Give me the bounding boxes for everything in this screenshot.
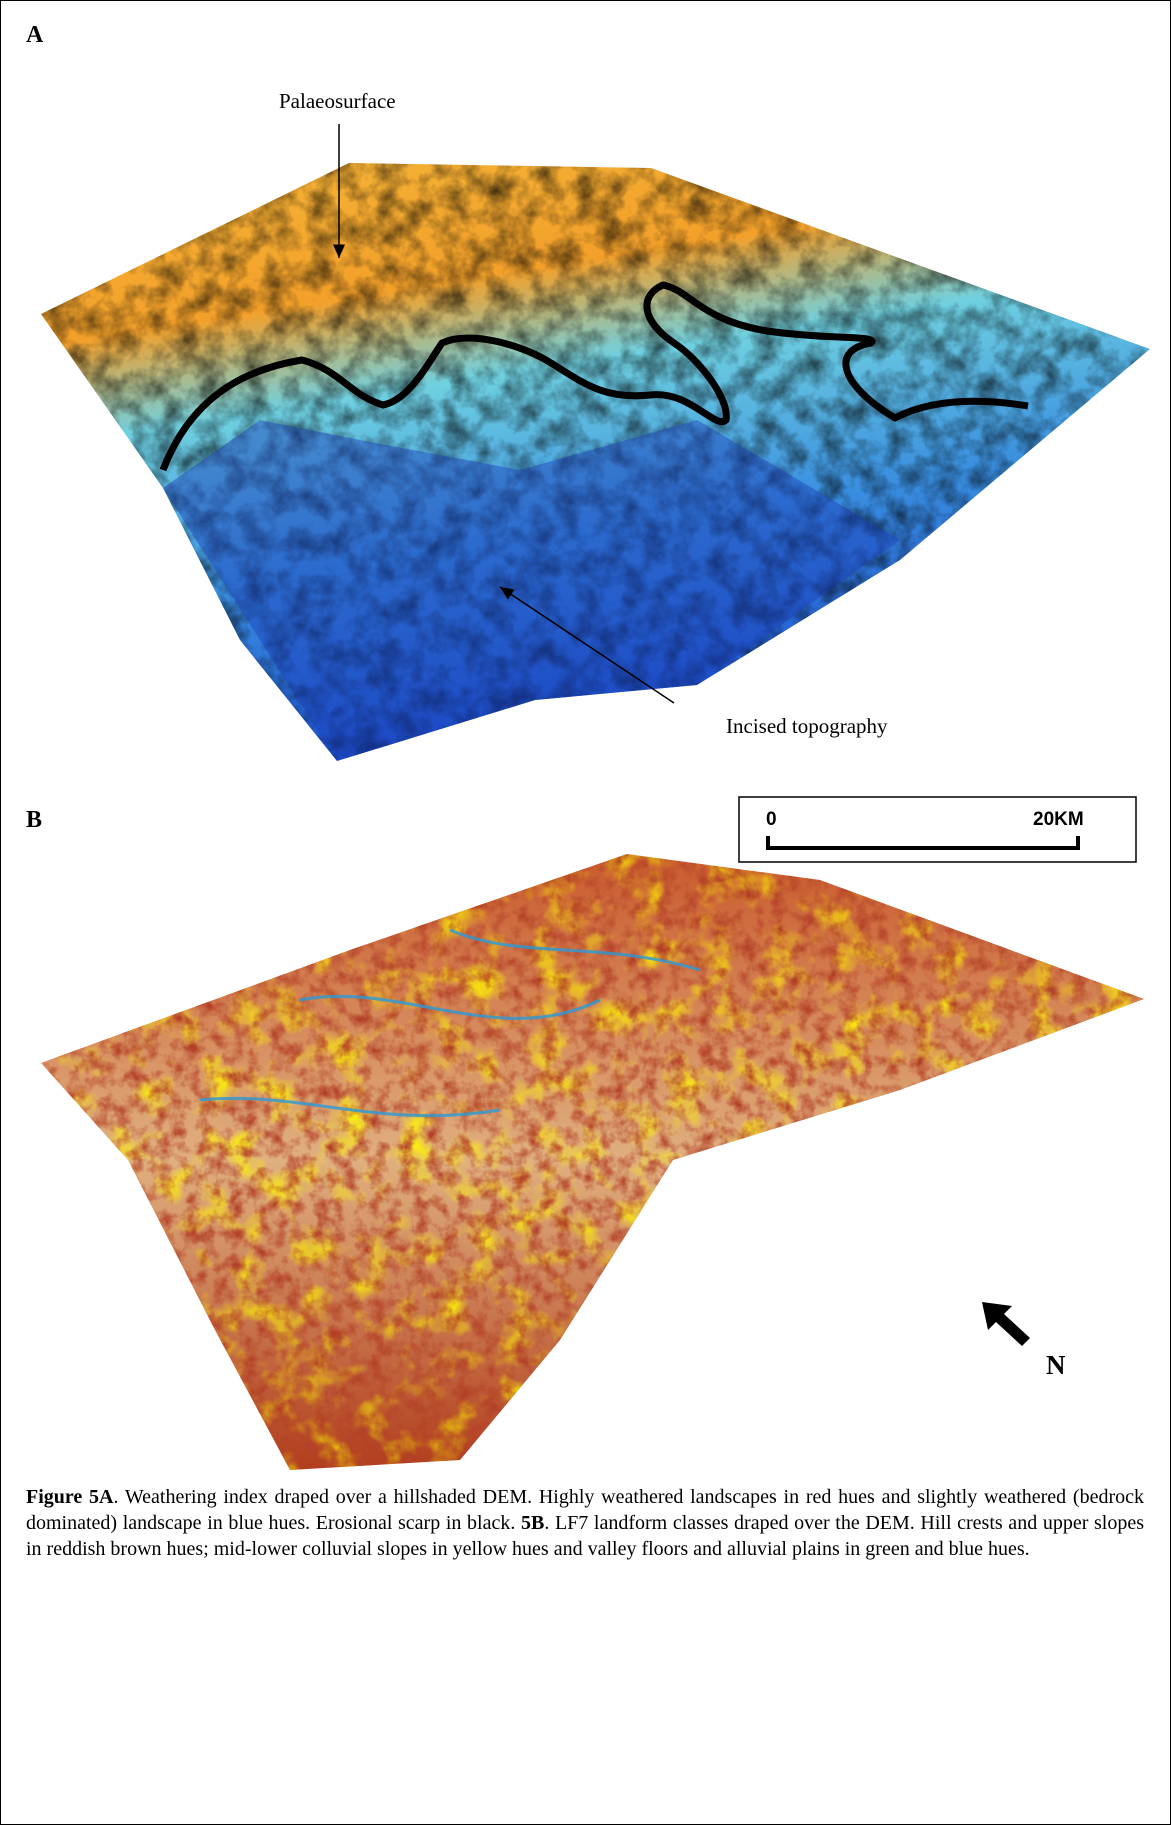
terrain-b [0, 840, 1171, 1480]
north-label: N [1046, 1350, 1066, 1380]
north-arrow [982, 1302, 1030, 1346]
annotation: Incised topography [726, 714, 888, 738]
caption-bold: Figure 5A [26, 1486, 114, 1508]
scale-end: 20KM [1033, 809, 1084, 830]
caption-bold: 5B [521, 1512, 544, 1534]
panel-label: B [26, 807, 42, 833]
annotation: Palaeosurface [279, 89, 396, 113]
panel-label: A [26, 22, 44, 48]
terrain-a [0, 150, 1171, 770]
caption: Figure 5A. Weathering index draped over … [26, 1484, 1144, 1562]
scale-start: 0 [766, 809, 777, 830]
page: A Palaeosurface Incised topography B 0 2… [0, 0, 1171, 1825]
